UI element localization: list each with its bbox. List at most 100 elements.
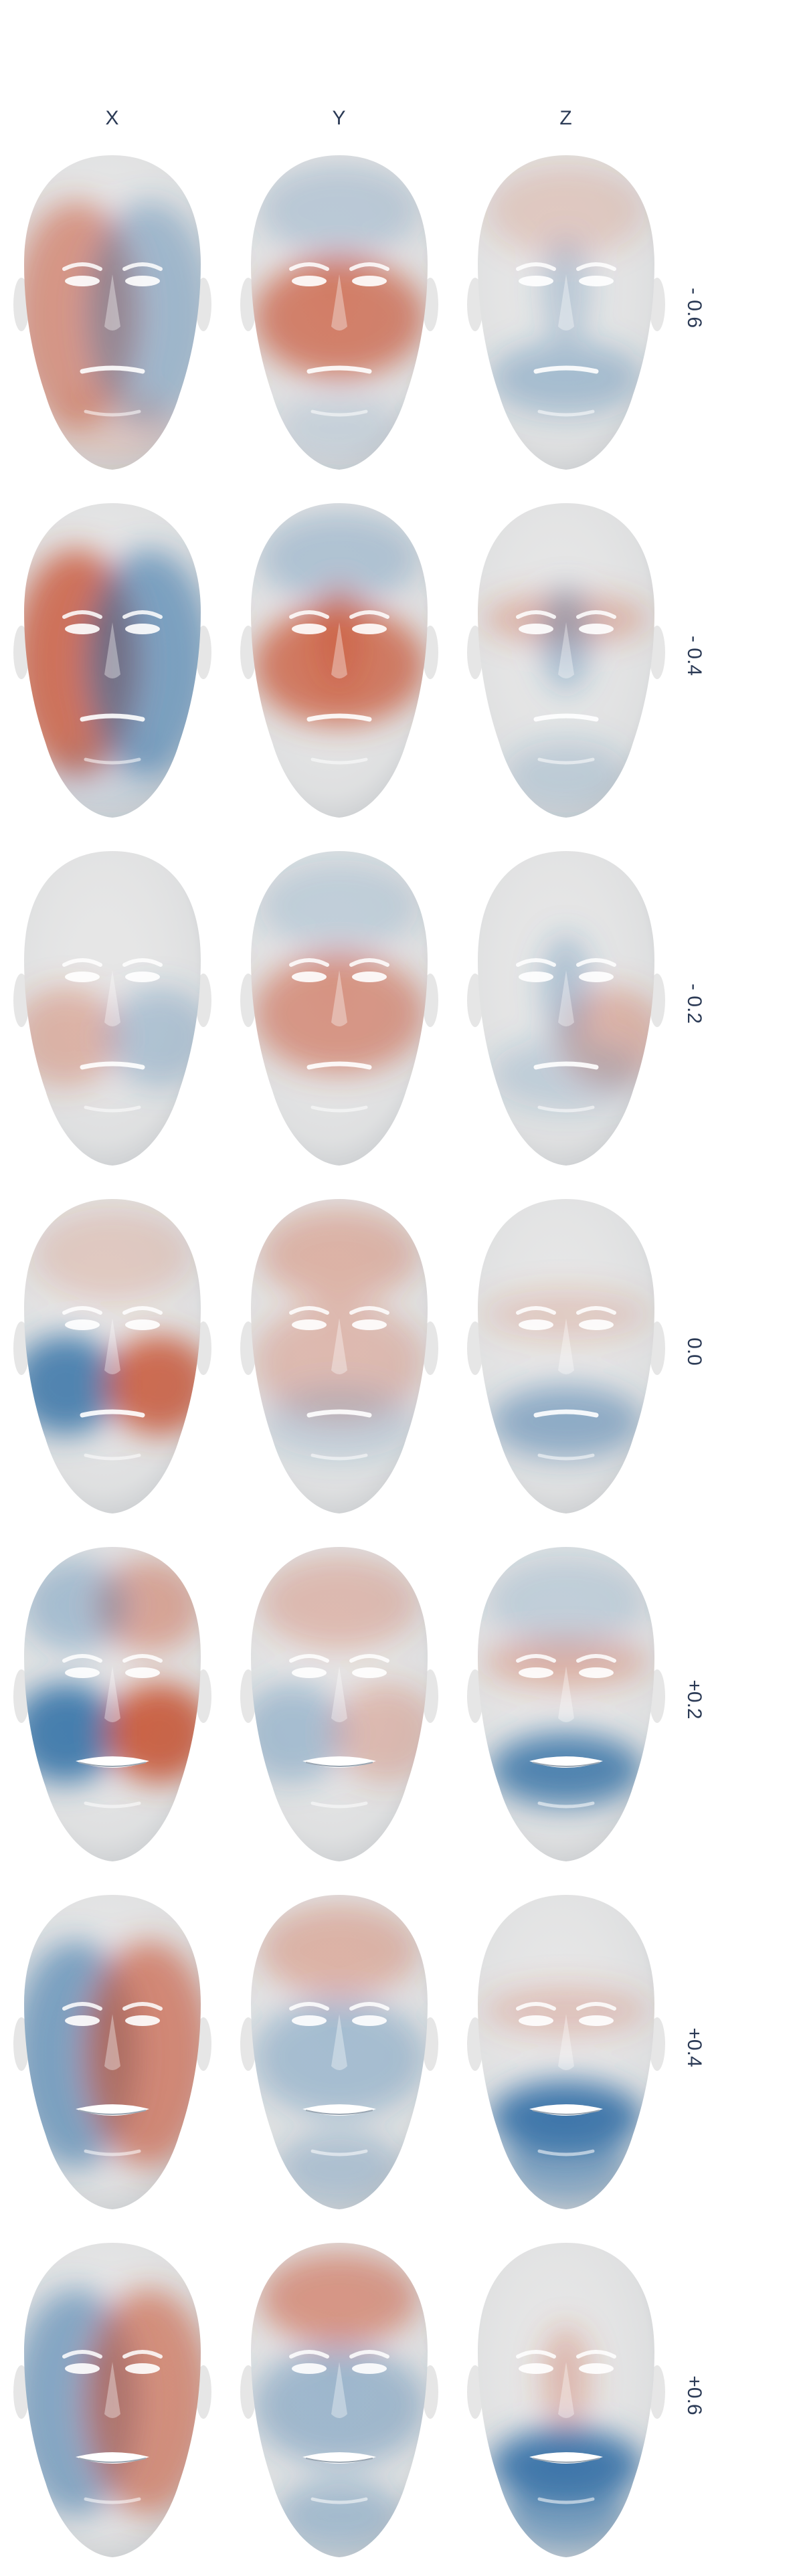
brow-left: [289, 262, 329, 271]
eye-left: [65, 972, 100, 982]
face-panel-r1-c1: [12, 147, 213, 482]
head-shading: [251, 155, 428, 470]
nose-ridge: [558, 2362, 574, 2418]
face-heatmap-icon: [13, 503, 211, 818]
head-shading: [24, 1895, 201, 2209]
eye-left: [65, 2015, 100, 2026]
head-shading: [478, 1199, 654, 1513]
nose-ridge: [558, 2014, 574, 2070]
face-panel-r6-c1: [12, 1887, 213, 2221]
brow-right: [576, 958, 616, 967]
nose-ridge: [558, 1666, 574, 1722]
face-heatmap-icon: [240, 503, 438, 818]
brow-left: [516, 1306, 556, 1315]
chin-highlight: [310, 757, 368, 765]
teeth-line: [78, 2458, 147, 2463]
brow-left: [62, 1306, 102, 1315]
mouth-closed: [533, 1061, 599, 1070]
brow-left: [516, 610, 556, 619]
head-shading: [24, 2243, 201, 2557]
head-shading: [251, 2243, 428, 2557]
eye-right: [579, 276, 614, 286]
eye-right: [352, 276, 387, 286]
eye-left: [292, 1667, 327, 1678]
eye-left: [519, 2015, 553, 2026]
head-shading: [478, 2243, 654, 2557]
nose-ridge: [104, 2014, 120, 2070]
chin-highlight: [84, 1105, 141, 1113]
head-shading: [478, 503, 654, 818]
brow-left: [516, 958, 556, 967]
nose-ridge: [331, 1666, 347, 1722]
eye-right: [579, 2015, 614, 2026]
chin-highlight: [537, 409, 595, 417]
eye-left: [65, 2363, 100, 2374]
face-panel-r1-c2: [239, 147, 440, 482]
chin-highlight: [537, 1801, 595, 1809]
brow-right: [122, 610, 163, 619]
brow-right: [349, 1306, 389, 1315]
head-shading: [251, 851, 428, 1166]
face-heatmap-icon: [467, 2243, 665, 2557]
face-heatmap-icon: [240, 851, 438, 1166]
face-panel-r5-c2: [239, 1539, 440, 1873]
eye-right: [352, 624, 387, 634]
head-shading: [478, 1895, 654, 2209]
chin-highlight: [310, 2497, 368, 2504]
column-header-y: Y: [332, 107, 347, 129]
eye-right: [579, 1667, 614, 1678]
face-heatmap-icon: [467, 851, 665, 1166]
brow-left: [289, 2002, 329, 2011]
face-panel-r1-c3: [466, 147, 666, 482]
eye-right: [352, 2015, 387, 2026]
face-heatmap-icon: [467, 1895, 665, 2209]
nose-ridge: [104, 970, 120, 1026]
head-shading: [24, 851, 201, 1166]
face-heatmap-icon: [13, 851, 211, 1166]
eye-right: [125, 2015, 160, 2026]
head-shading: [251, 1199, 428, 1513]
row-label-plus-0-6: +0.6: [683, 2375, 705, 2415]
eye-right: [579, 2363, 614, 2374]
nose-ridge: [558, 970, 574, 1026]
chin-highlight: [84, 2497, 141, 2504]
chin-highlight: [84, 757, 141, 765]
brow-right: [122, 2002, 163, 2011]
brow-left: [516, 2350, 556, 2359]
eye-left: [65, 624, 100, 634]
chin-highlight: [537, 1453, 595, 1461]
head-shading: [478, 851, 654, 1166]
mouth-closed: [533, 1409, 599, 1418]
chin-highlight: [84, 2149, 141, 2156]
nose-ridge: [331, 622, 347, 678]
brow-left: [516, 1654, 556, 1663]
nose-ridge: [331, 1318, 347, 1374]
brow-right: [122, 1306, 163, 1315]
face-heatmap-icon: [13, 155, 211, 470]
brow-left: [289, 1306, 329, 1315]
eye-left: [519, 2363, 553, 2374]
brow-right: [122, 1654, 163, 1663]
eye-right: [579, 624, 614, 634]
brow-right: [576, 610, 616, 619]
brow-right: [576, 1306, 616, 1315]
brow-right: [349, 610, 389, 619]
chin-highlight: [310, 2149, 368, 2156]
face-heatmap-icon: [240, 1547, 438, 1861]
eye-left: [292, 972, 327, 982]
chin-highlight: [310, 1801, 368, 1809]
face-heatmap-icon: [13, 1547, 211, 1861]
head-shading: [24, 155, 201, 470]
mouth-closed: [306, 1061, 372, 1070]
row-label-plus-0-4: +0.4: [683, 2027, 705, 2067]
nose-ridge: [558, 1318, 574, 1374]
teeth-line: [305, 2458, 373, 2463]
nose-ridge: [104, 1666, 120, 1722]
eye-right: [125, 1319, 160, 1330]
mouth-closed: [533, 713, 599, 722]
eye-right: [579, 1319, 614, 1330]
brow-right: [349, 1654, 389, 1663]
chin-highlight: [537, 2497, 595, 2504]
eye-right: [352, 2363, 387, 2374]
eye-left: [65, 276, 100, 286]
